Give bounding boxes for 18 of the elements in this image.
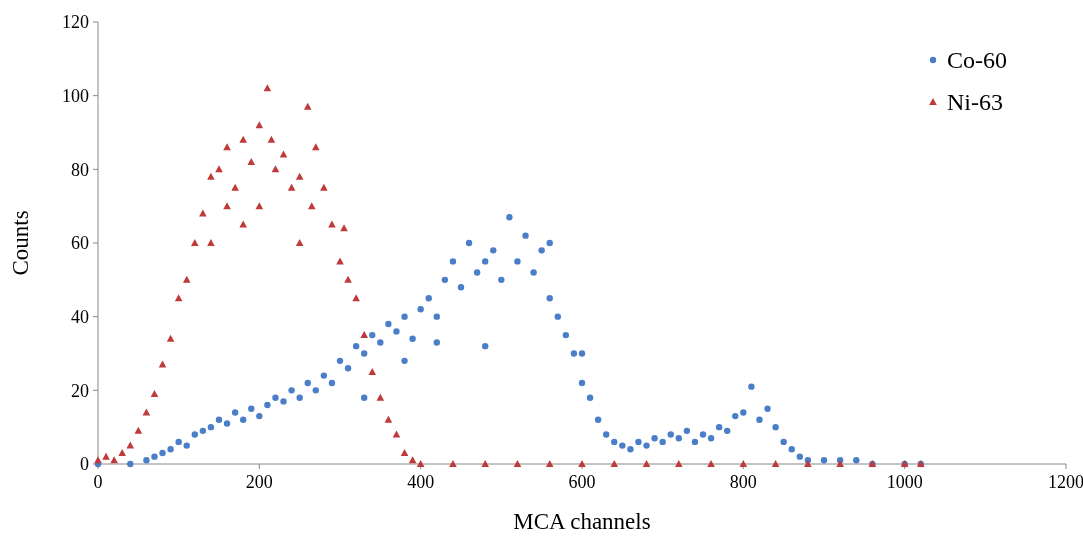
x-axis-title: MCA channels [513, 509, 651, 534]
x-tick-label: 200 [245, 472, 273, 492]
y-axis-title: Counts [8, 210, 33, 276]
y-tick-label: 0 [80, 454, 89, 475]
y-tick-label: 80 [71, 159, 89, 180]
x-tick-label: 0 [93, 472, 103, 492]
y-tick-label: 20 [71, 380, 89, 401]
x-tick-label: 600 [568, 472, 596, 492]
x-tick-label: 800 [729, 472, 757, 492]
y-tick-label: 40 [71, 306, 89, 327]
legend-label: Ni-63 [947, 89, 1003, 116]
x-tick-label: 400 [407, 472, 435, 492]
y-tick-label: 100 [62, 85, 89, 106]
legend-label: Co-60 [947, 47, 1007, 74]
x-tick-label: 1000 [886, 472, 923, 492]
x-tick-label: 1200 [1048, 472, 1083, 492]
y-tick-label: 120 [62, 12, 89, 33]
y-tick-label: 60 [71, 233, 89, 254]
